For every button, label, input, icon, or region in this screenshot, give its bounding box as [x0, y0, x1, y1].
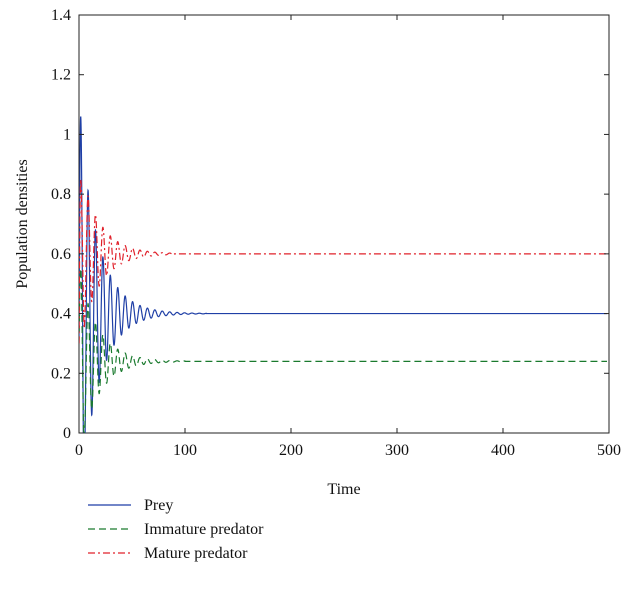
plot-area: [78, 14, 610, 434]
series-line-mature-predator: [79, 179, 607, 344]
y-tick-label: 0.2: [51, 365, 71, 382]
y-tick-label: 0.6: [51, 246, 71, 263]
plot-frame: [78, 14, 610, 434]
x-tick-label: 500: [597, 442, 621, 459]
legend-label: Mature predator: [144, 545, 248, 562]
y-tick-label: 1.4: [51, 7, 71, 24]
x-tick-label: 0: [75, 442, 83, 459]
y-tick-label: 0.8: [51, 186, 71, 203]
legend-label: Immature predator: [144, 521, 264, 538]
y-tick-label: 1: [63, 126, 71, 143]
legend: Prey Immature predator Mature predator: [88, 497, 264, 562]
y-tick-label: 0.4: [51, 306, 71, 323]
series-line-immature-predator: [79, 266, 607, 433]
series-line-prey: [79, 116, 607, 433]
y-axis-label: Population densities: [14, 159, 31, 288]
y-axis: 0 0.2 0.4 0.6 0.8 1 1.2 1.4: [51, 7, 609, 442]
series-layer: [79, 116, 607, 433]
x-tick-label: 200: [279, 442, 303, 459]
x-axis: 0 100 200 300 400 500: [75, 15, 621, 459]
x-tick-label: 300: [385, 442, 409, 459]
x-tick-label: 100: [173, 442, 197, 459]
x-axis-label: Time: [327, 481, 360, 498]
y-tick-label: 1.2: [51, 67, 71, 84]
legend-label: Prey: [144, 497, 173, 514]
x-tick-label: 400: [491, 442, 515, 459]
y-tick-label: 0: [63, 425, 71, 442]
